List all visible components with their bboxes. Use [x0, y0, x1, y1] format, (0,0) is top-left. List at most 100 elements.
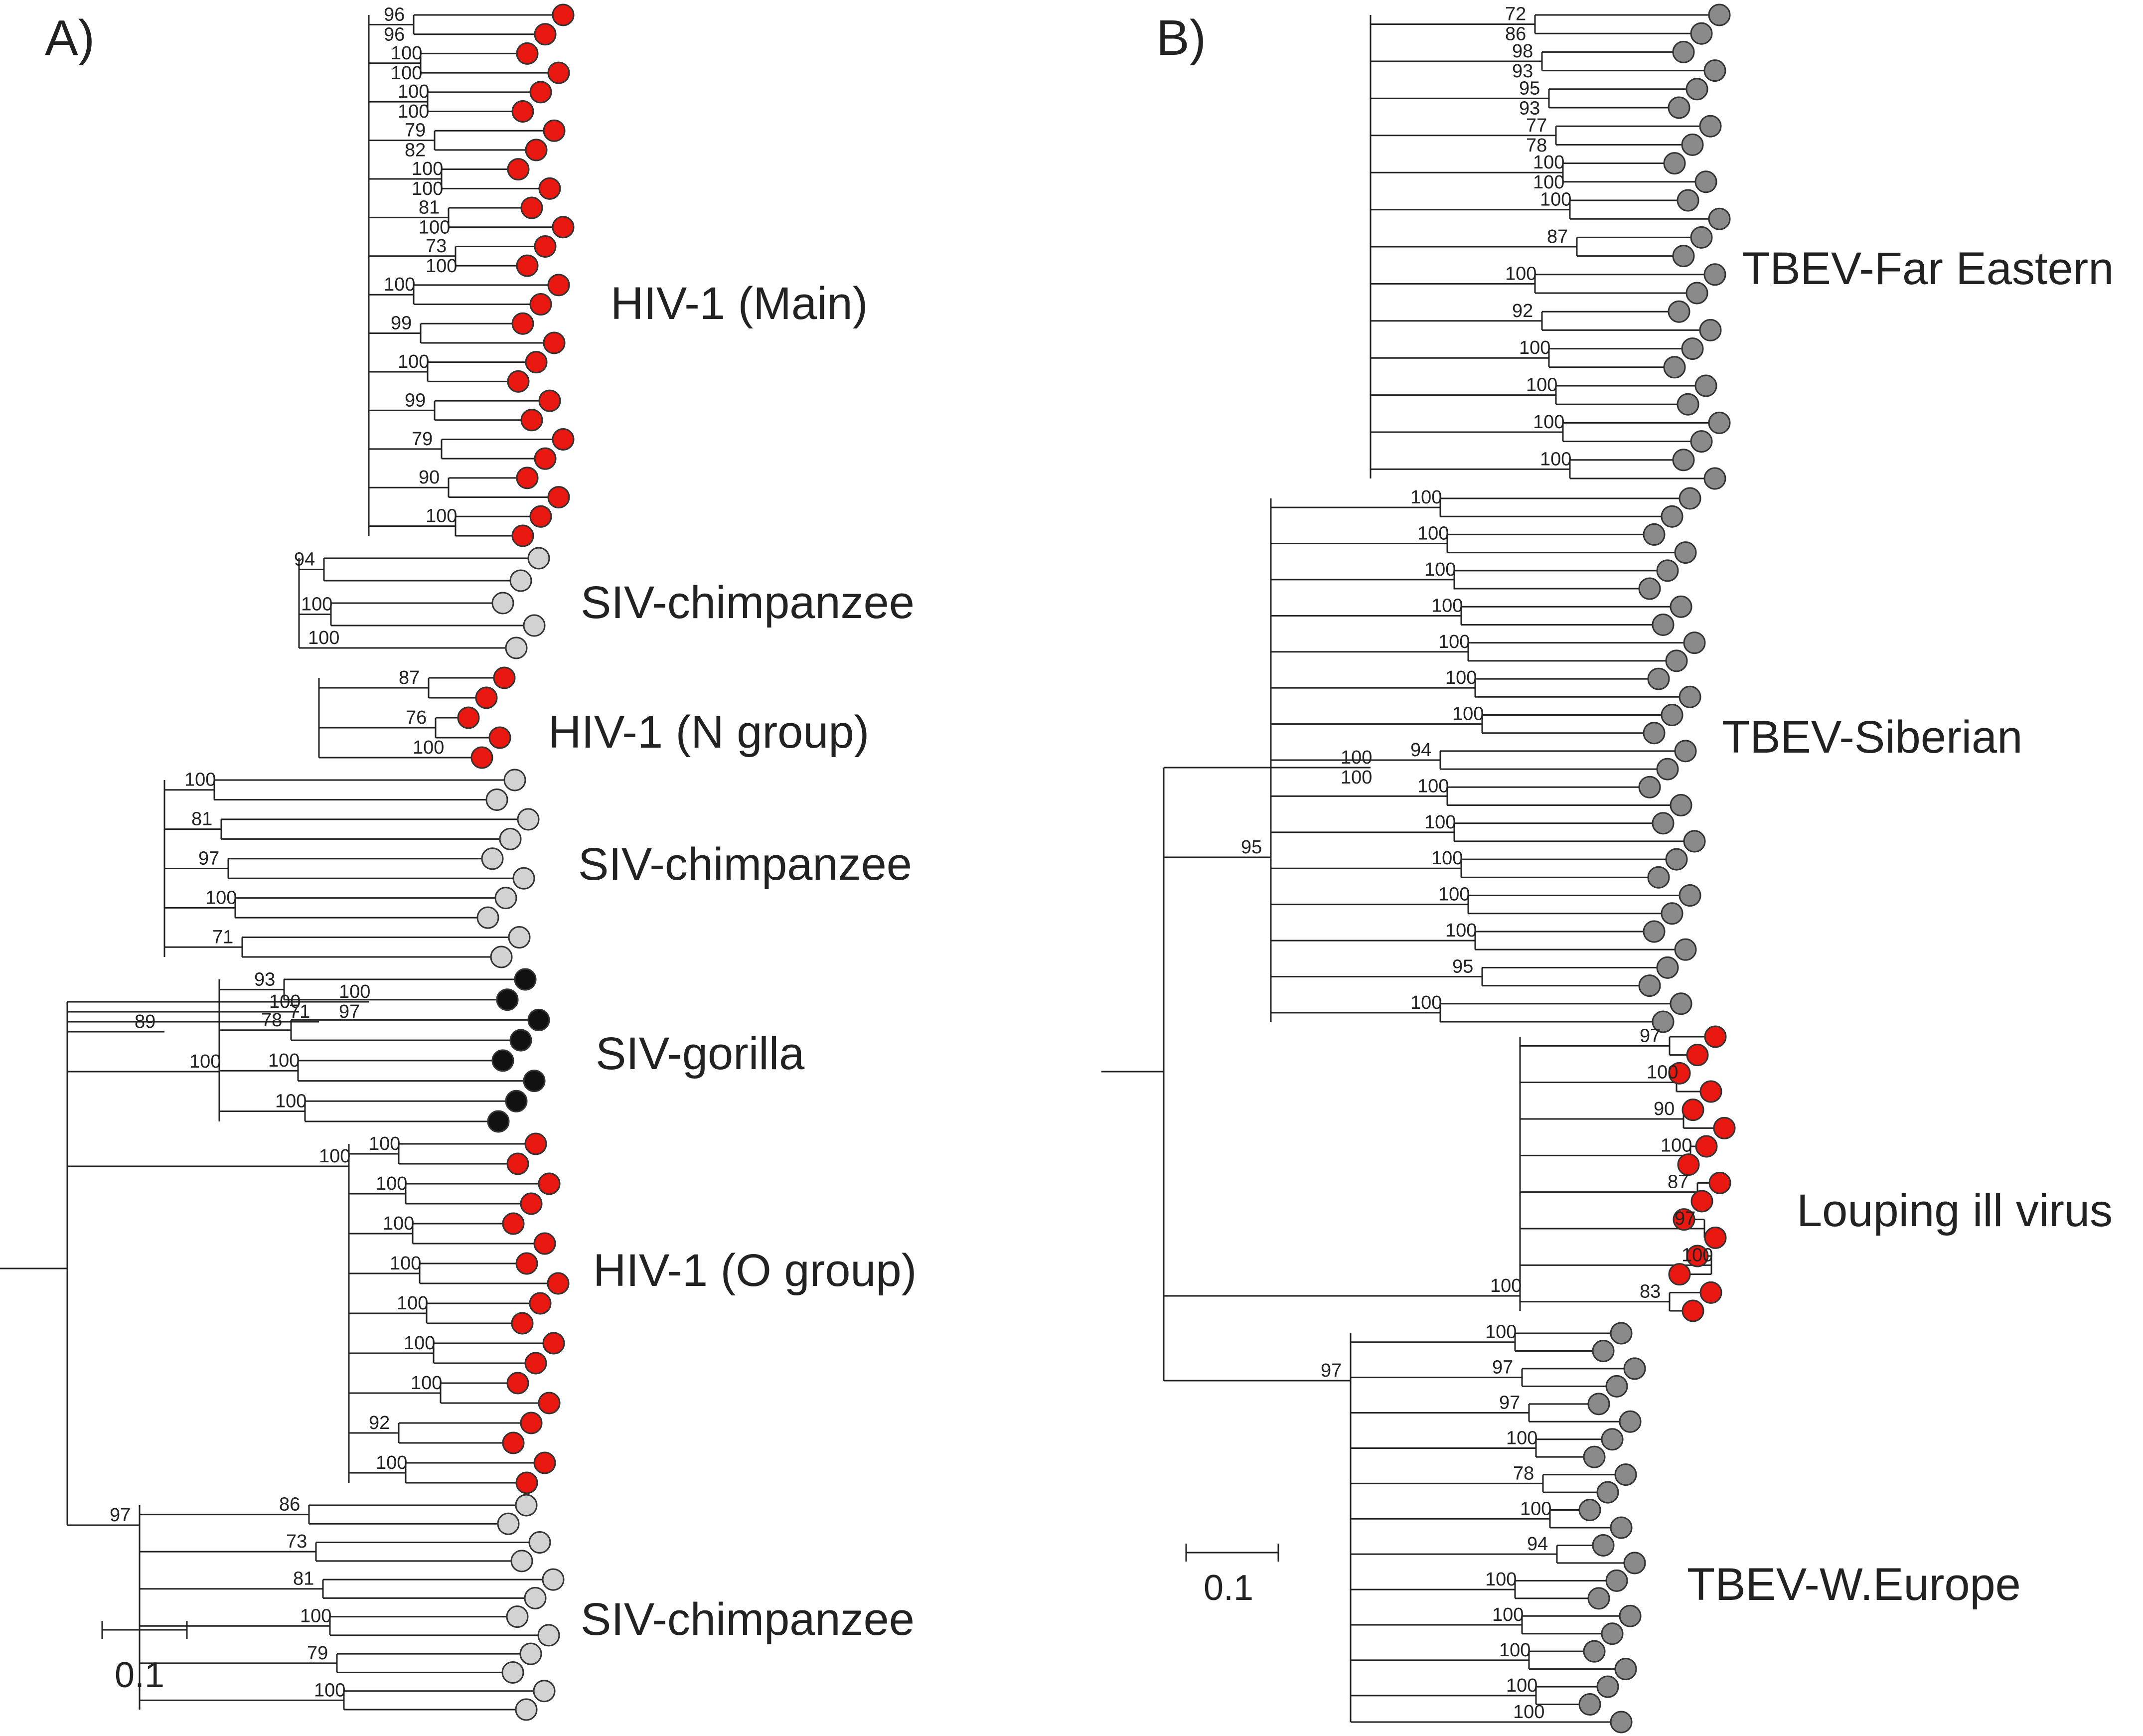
leaf-a-5-7: [547, 1272, 570, 1295]
leaf-a-0-9: [538, 177, 561, 200]
leaf-a-0-3: [547, 61, 570, 84]
support-value-a-15: 100: [269, 991, 301, 1012]
support-value-a-16: 94: [294, 549, 315, 570]
support-value-b-38: 83: [1640, 1281, 1661, 1302]
support-value-b-53: 86: [1505, 24, 1526, 45]
leaf-b-3-2: [1623, 1357, 1646, 1380]
leaf-a-3-4: [481, 847, 504, 870]
clade-label-tbev-w-europe: TBEV-W.Europe: [1687, 1559, 2021, 1610]
leaf-a-5-5: [533, 1232, 556, 1255]
support-value-a-11: 99: [405, 390, 426, 411]
leaf-a-6-7: [537, 1624, 560, 1647]
support-value-a-34: 100: [319, 1146, 350, 1167]
leaf-a-4-2: [527, 1008, 550, 1031]
leaf-b-0-10: [1677, 189, 1699, 212]
leaf-a-6-9: [501, 1661, 524, 1684]
leaf-a-0-5: [511, 100, 534, 123]
support-value-b-3: 95: [1519, 78, 1540, 99]
leaf-b-2-9: [1690, 1190, 1713, 1213]
leaf-b-1-10: [1647, 667, 1670, 690]
leaf-a-5-16: [533, 1451, 556, 1474]
leaf-a-5-17: [515, 1471, 538, 1494]
leaf-a-0-2: [516, 42, 539, 65]
clade-label-tbev-siberian: TBEV-Siberian: [1722, 712, 2022, 763]
leaf-b-2-15: [1682, 1299, 1704, 1322]
leaf-a-0-12: [534, 235, 557, 258]
leaf-b-0-21: [1677, 393, 1699, 416]
leaf-a-6-6: [506, 1605, 529, 1628]
support-value-b-18: 100: [1431, 595, 1463, 616]
support-value-b-43: 100: [1506, 1427, 1537, 1448]
support-value-b-25: 100: [1431, 848, 1463, 869]
support-value-b-8: 100: [1505, 263, 1536, 284]
leaf-a-6-10: [533, 1680, 556, 1703]
support-value-a-55: 82: [405, 140, 426, 161]
support-value-a-45: 86: [279, 1494, 300, 1515]
leaf-b-3-14: [1605, 1569, 1628, 1592]
leaf-b-2-13: [1668, 1263, 1691, 1286]
support-value-b-37: 100: [1682, 1245, 1713, 1265]
leaf-b-3-7: [1583, 1445, 1606, 1468]
leaf-a-0-17: [543, 331, 566, 354]
leaf-b-1-27: [1638, 974, 1661, 997]
leaf-a-5-14: [520, 1412, 543, 1434]
support-value-a-10: 100: [398, 351, 429, 372]
leaf-b-3-3: [1605, 1375, 1628, 1398]
support-value-b-2: 98: [1512, 41, 1533, 62]
support-value-a-39: 100: [397, 1293, 428, 1314]
leaf-a-0-23: [534, 447, 557, 470]
support-value-b-6: 100: [1540, 189, 1571, 210]
support-value-b-7: 87: [1547, 226, 1568, 247]
branch-path-b: [1101, 14, 1713, 1723]
leaf-b-3-8: [1614, 1463, 1637, 1486]
leaf-a-6-5: [524, 1586, 547, 1609]
leaf-a-0-14: [547, 274, 570, 297]
clade-label-tbev-far-eastern: TBEV-Far Eastern: [1742, 243, 2114, 294]
leaf-b-1-17: [1670, 794, 1692, 817]
support-value-a-5: 100: [412, 158, 443, 179]
branch-path-a: [0, 14, 552, 1711]
leaf-a-5-8: [529, 1292, 552, 1315]
panel-letter-a: A): [45, 10, 95, 66]
leaf-a-0-16: [511, 312, 534, 335]
scale-bar-b: 0.1: [1185, 1544, 1279, 1608]
leaf-b-0-14: [1703, 263, 1726, 286]
leaf-b-1-5: [1638, 577, 1661, 600]
support-value-a-4: 79: [405, 120, 426, 141]
leaf-a-0-18: [525, 351, 548, 374]
support-value-a-24: 100: [184, 770, 216, 790]
leaf-b-1-0: [1679, 487, 1701, 510]
support-value-b-33: 90: [1654, 1099, 1675, 1119]
leaf-a-2-3: [488, 726, 511, 749]
leaf-b-0-5: [1668, 96, 1690, 119]
support-value-b-57: 100: [1533, 172, 1564, 193]
leaf-b-0-9: [1694, 170, 1717, 193]
leaf-b-1-24: [1643, 920, 1666, 943]
support-value-a-51: 97: [339, 1001, 360, 1022]
support-value-b-39: 97: [1321, 1360, 1342, 1381]
support-value-b-34: 100: [1661, 1135, 1692, 1156]
support-value-a-56: 100: [412, 178, 443, 199]
leaf-b-0-4: [1685, 78, 1708, 101]
support-value-a-2: 100: [391, 43, 422, 64]
support-value-a-50: 100: [314, 1680, 345, 1701]
support-value-a-25: 81: [191, 809, 212, 830]
support-value-b-17: 100: [1424, 559, 1456, 580]
leaf-a-4-4: [491, 1049, 514, 1072]
leaf-b-2-3: [1699, 1080, 1722, 1103]
leaf-a-0-0: [552, 3, 575, 26]
support-value-b-14: 95: [1241, 837, 1262, 858]
leaf-a-3-1: [485, 788, 508, 811]
leaf-a-4-6: [505, 1090, 528, 1112]
support-value-a-8: 100: [384, 274, 415, 295]
clade-label-hiv1-o-group: HIV-1 (O group): [593, 1245, 917, 1296]
branches-b: [1101, 14, 1713, 1723]
support-value-b-5: 100: [1533, 152, 1564, 173]
support-value-a-28: 71: [212, 927, 233, 947]
leaf-b-3-17: [1601, 1622, 1624, 1645]
leaf-a-5-0: [524, 1132, 547, 1155]
support-value-b-44: 78: [1513, 1463, 1534, 1484]
support-value-a-12: 79: [412, 429, 433, 450]
leaf-b-1-13: [1643, 722, 1666, 745]
leaf-a-1-1: [509, 569, 532, 592]
